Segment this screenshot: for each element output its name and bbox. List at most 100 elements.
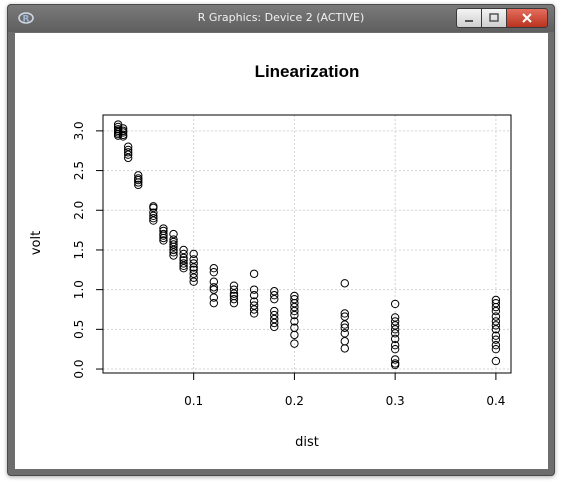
data-point bbox=[491, 325, 501, 334]
data-point bbox=[290, 330, 299, 340]
data-point bbox=[189, 269, 198, 278]
data-point bbox=[270, 322, 279, 332]
y-tick-label: 1.0 bbox=[72, 280, 86, 299]
data-point bbox=[290, 339, 299, 348]
data-point bbox=[390, 334, 400, 344]
data-point bbox=[390, 317, 400, 326]
chart-title: Linearization bbox=[255, 62, 360, 81]
data-point bbox=[123, 145, 133, 155]
data-point bbox=[179, 259, 188, 268]
data-point bbox=[249, 269, 259, 278]
data-point bbox=[229, 298, 239, 308]
data-point bbox=[179, 261, 188, 271]
data-point bbox=[118, 132, 128, 141]
data-point bbox=[159, 236, 168, 245]
data-point bbox=[290, 294, 299, 304]
svg-text:R: R bbox=[23, 15, 30, 25]
data-point bbox=[123, 148, 133, 157]
y-axis-label: volt bbox=[29, 231, 44, 255]
data-point bbox=[390, 325, 400, 334]
data-point bbox=[169, 237, 178, 247]
data-point bbox=[118, 128, 128, 137]
plot-area: Linearization dist volt 0.1 0.2 0.3 0.4 0.0 0… bbox=[15, 33, 548, 469]
data-point bbox=[189, 249, 198, 259]
data-point bbox=[209, 285, 219, 294]
y-tick-label: 0.5 bbox=[72, 320, 86, 339]
data-point bbox=[390, 299, 400, 309]
data-point bbox=[270, 294, 279, 304]
window-title: R Graphics: Device 2 (ACTIVE) bbox=[197, 11, 365, 24]
data-point bbox=[390, 344, 400, 354]
y-tick-label: 2.0 bbox=[72, 201, 86, 220]
data-point bbox=[169, 251, 178, 260]
data-point bbox=[249, 297, 259, 306]
data-point bbox=[340, 337, 349, 346]
data-point bbox=[390, 355, 400, 364]
data-point bbox=[270, 318, 279, 328]
data-point bbox=[209, 277, 219, 286]
data-point bbox=[340, 312, 349, 321]
data-point bbox=[209, 298, 219, 308]
data-point bbox=[290, 317, 299, 326]
x-tick-label: 0.3 bbox=[386, 394, 405, 408]
data-point bbox=[340, 329, 349, 338]
data-point bbox=[169, 240, 178, 249]
maximize-button[interactable] bbox=[481, 8, 507, 28]
data-point bbox=[491, 298, 501, 308]
y-tick-label: 1.5 bbox=[72, 240, 86, 259]
data-point bbox=[179, 249, 188, 259]
data-point bbox=[249, 285, 259, 294]
close-icon bbox=[522, 13, 532, 23]
data-point bbox=[270, 306, 279, 316]
data-point bbox=[169, 229, 178, 239]
data-point bbox=[189, 265, 198, 275]
data-point bbox=[229, 281, 239, 290]
data-point bbox=[209, 267, 219, 277]
data-point bbox=[390, 321, 400, 330]
title-bar[interactable]: R R Graphics: Device 2 (ACTIVE) bbox=[8, 5, 554, 32]
data-point bbox=[169, 242, 178, 251]
data-point bbox=[149, 216, 158, 225]
data-point bbox=[290, 310, 299, 320]
data-point bbox=[134, 180, 143, 190]
data-point bbox=[390, 341, 400, 350]
data-point bbox=[189, 263, 198, 272]
minimize-icon bbox=[465, 20, 473, 22]
data-point bbox=[179, 253, 188, 263]
data-point bbox=[118, 124, 128, 133]
data-point bbox=[290, 302, 299, 312]
data-point bbox=[249, 309, 259, 318]
data-point bbox=[179, 256, 188, 265]
data-point bbox=[189, 277, 198, 286]
data-point bbox=[340, 279, 349, 288]
data-point bbox=[390, 313, 400, 322]
data-point bbox=[340, 320, 349, 329]
data-point bbox=[390, 360, 400, 370]
data-point bbox=[270, 291, 279, 300]
data-point bbox=[229, 289, 239, 298]
y-tick-label: 0.0 bbox=[72, 359, 86, 378]
data-point bbox=[189, 259, 198, 268]
data-point bbox=[159, 231, 168, 240]
axes: 0.1 0.2 0.3 0.4 0.0 0.5 1.0 1.5 2.0 2.5 3.0 bbox=[72, 114, 512, 408]
data-point bbox=[491, 341, 501, 350]
data-point bbox=[134, 175, 143, 185]
data-point bbox=[249, 291, 259, 300]
data-point bbox=[390, 329, 400, 338]
data-point bbox=[340, 323, 349, 332]
minimize-button[interactable] bbox=[456, 8, 482, 28]
data-point bbox=[149, 214, 158, 223]
r-logo-icon[interactable]: R bbox=[18, 11, 34, 25]
r-graphics-window: R R Graphics: Device 2 (ACTIVE) Lineariz… bbox=[7, 4, 555, 476]
data-point bbox=[169, 248, 178, 257]
data-point bbox=[290, 306, 299, 316]
data-point bbox=[491, 306, 501, 316]
data-point bbox=[123, 142, 133, 151]
scatter-plot: Linearization dist volt 0.1 0.2 0.3 0.40.00… bbox=[29, 62, 512, 450]
data-point bbox=[149, 211, 158, 221]
close-button[interactable] bbox=[506, 8, 548, 28]
data-point bbox=[491, 356, 501, 366]
data-point bbox=[340, 344, 349, 353]
y-tick-label: 3.0 bbox=[72, 121, 86, 140]
data-point bbox=[179, 245, 188, 255]
